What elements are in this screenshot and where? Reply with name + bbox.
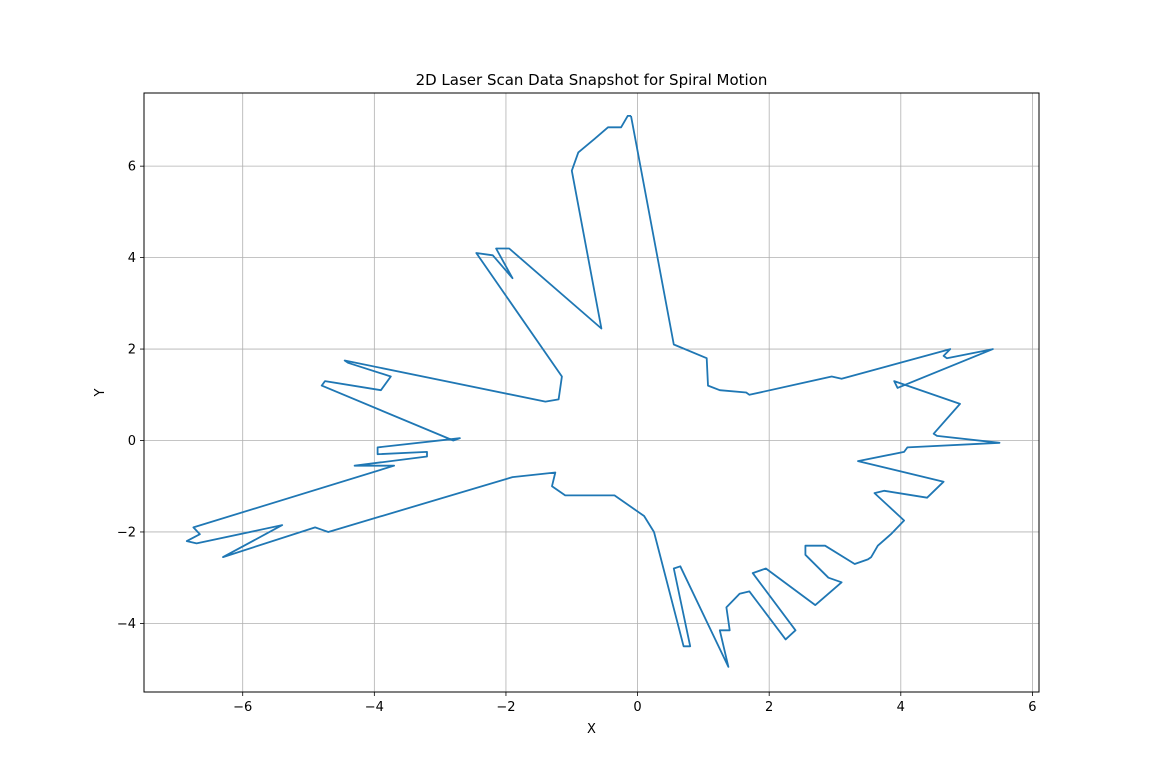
scan-series-line: [185, 115, 1001, 668]
x-tick-label: −4: [365, 700, 384, 715]
x-tick-label: 6: [1028, 700, 1036, 715]
y-tick-label: 2: [128, 343, 136, 358]
y-axis-label: Y: [93, 388, 108, 397]
x-axis-label: X: [587, 722, 596, 737]
y-tick-label: −2: [117, 525, 136, 540]
y-tick-label: 6: [128, 160, 136, 175]
axis-ticks: −6 −4 −2 0 2 4 6 −4 −2 0 2 4 6: [117, 160, 1037, 715]
y-tick-label: 0: [128, 434, 136, 449]
x-tick-label: 0: [633, 700, 641, 715]
y-tick-label: 4: [128, 251, 136, 266]
chart-title: 2D Laser Scan Data Snapshot for Spiral M…: [416, 71, 768, 89]
y-tick-label: −4: [117, 617, 136, 632]
series-layer: [185, 115, 1001, 668]
x-tick-label: −2: [496, 700, 515, 715]
plot-area-frame: [143, 92, 1040, 693]
x-tick-label: −6: [233, 700, 252, 715]
x-tick-label: 2: [765, 700, 773, 715]
x-tick-label: 4: [897, 700, 905, 715]
grid-lines: [144, 93, 1039, 692]
